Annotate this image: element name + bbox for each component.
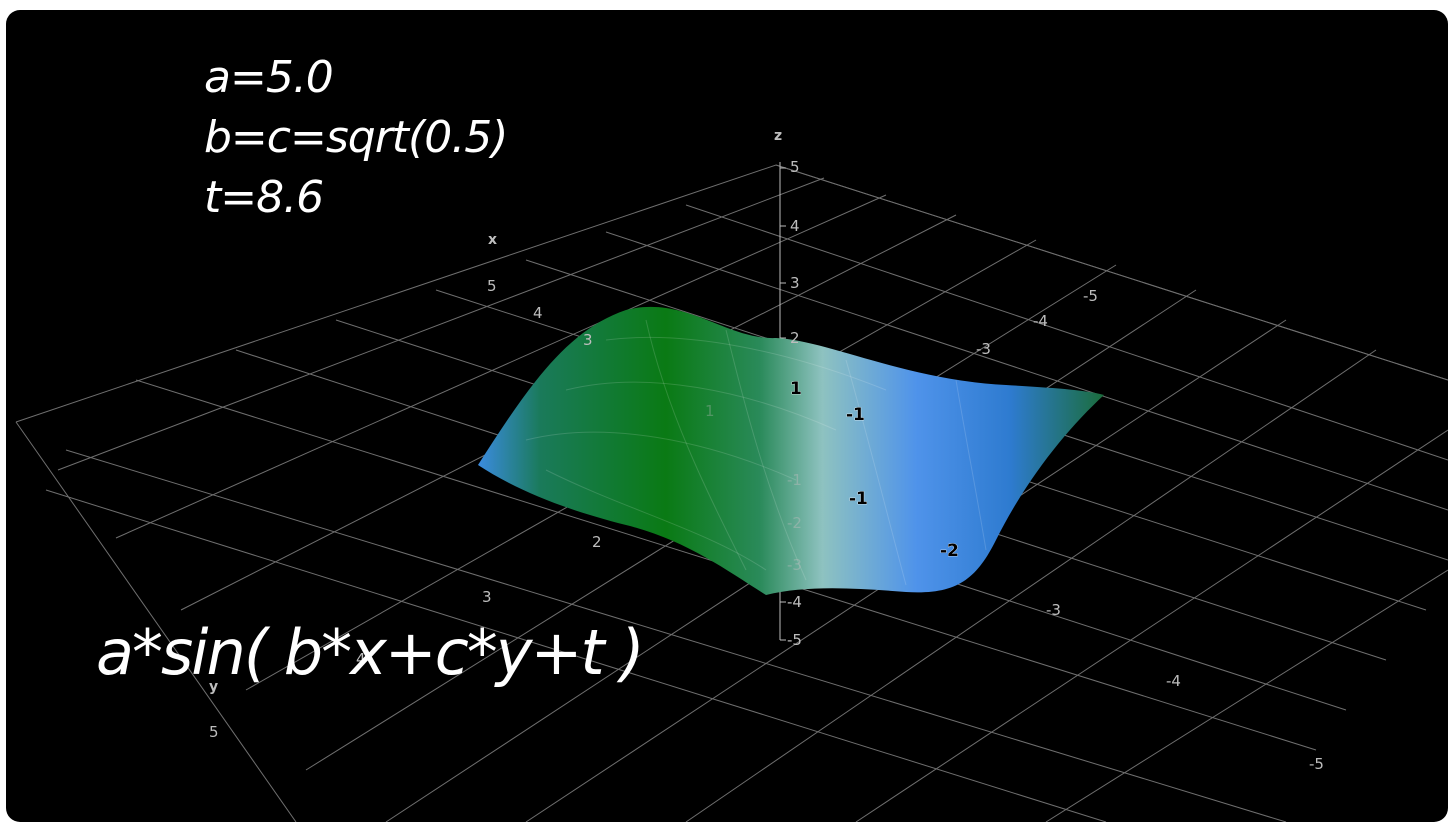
z-tick: 1 <box>705 402 715 420</box>
y-tick: 4 <box>356 650 366 668</box>
z-tick: 2 <box>790 329 800 347</box>
viewport: x y z 5 4 3 2 3 4 5 -5 -4 -3 -3 -4 -5 5 … <box>6 10 1448 822</box>
z-tick: -5 <box>787 631 802 649</box>
formula: a*sin( b*x+c*y+t ) <box>96 616 645 689</box>
y-tick: 5 <box>209 723 219 741</box>
param-t: t=8.6 <box>204 172 324 223</box>
z-tick: -3 <box>787 556 802 574</box>
neg-tick-front: -3 <box>1046 601 1061 619</box>
y-tick: 3 <box>482 588 492 606</box>
y-tick: 2 <box>592 533 602 551</box>
neg-tick-back: -5 <box>1083 287 1098 305</box>
x-tick: 4 <box>533 304 543 322</box>
z-tick: -4 <box>787 593 802 611</box>
contour-label: -1 <box>846 405 865 425</box>
x-tick: 5 <box>487 277 497 295</box>
surface-mesh <box>525 319 987 586</box>
neg-tick-back: -4 <box>1033 312 1048 330</box>
x-tick: 3 <box>583 331 593 349</box>
neg-tick-front: -4 <box>1166 672 1181 690</box>
param-bc: b=c=sqrt(0.5) <box>204 112 508 163</box>
z-tick: 5 <box>790 158 800 176</box>
neg-tick-front: -5 <box>1309 755 1324 773</box>
z-tick: -1 <box>787 471 802 489</box>
param-a: a=5.0 <box>204 52 334 103</box>
contour-label: -1 <box>849 489 868 509</box>
y-axis-label: y <box>209 679 218 695</box>
z-tick: 3 <box>790 274 800 292</box>
z-tick: -2 <box>787 514 802 532</box>
contour-label: 1 <box>790 379 802 399</box>
plot-3d: x y z 5 4 3 2 3 4 5 -5 -4 -3 -3 -4 -5 5 … <box>15 128 1448 822</box>
z-axis-label: z <box>774 128 782 144</box>
contour-label: -2 <box>940 541 959 561</box>
z-tick: 4 <box>790 217 800 235</box>
x-axis-label: x <box>488 232 497 248</box>
neg-tick-back: -3 <box>976 340 991 358</box>
surface <box>478 306 1104 595</box>
